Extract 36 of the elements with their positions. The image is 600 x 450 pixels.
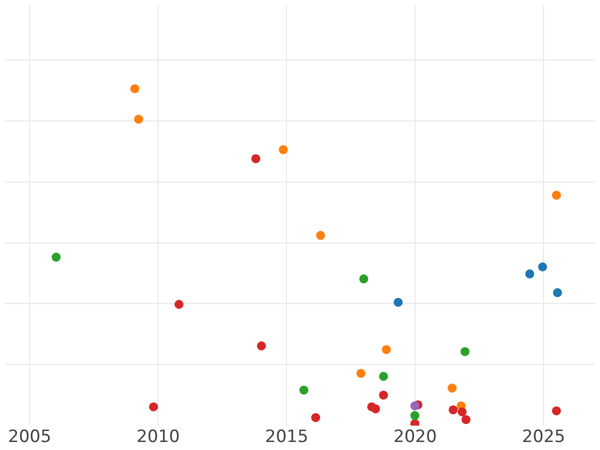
point: [410, 411, 420, 420]
point: [134, 114, 144, 124]
point: [379, 372, 388, 381]
point: [448, 405, 458, 414]
point: [278, 145, 288, 154]
point: [311, 413, 320, 422]
point: [382, 345, 391, 354]
x-tick-label: 2020: [393, 427, 437, 448]
point: [552, 288, 562, 298]
point: [410, 401, 420, 410]
point: [359, 274, 368, 284]
point: [149, 402, 158, 412]
point: [130, 84, 140, 94]
x-tick-label: 2010: [136, 427, 180, 448]
point: [251, 154, 260, 164]
point: [52, 252, 61, 262]
point: [538, 262, 548, 272]
point: [410, 419, 420, 426]
point: [394, 298, 403, 307]
point: [174, 300, 184, 309]
point: [525, 269, 534, 278]
point: [356, 368, 366, 378]
point: [552, 406, 561, 416]
point: [299, 386, 308, 395]
point: [316, 230, 326, 240]
x-tick-label: 2005: [8, 427, 52, 448]
point: [448, 384, 457, 393]
point: [552, 190, 561, 200]
point: [256, 341, 266, 350]
point: [458, 407, 467, 416]
x-tick-label: 2015: [265, 427, 308, 448]
point: [460, 347, 470, 356]
point: [371, 404, 380, 414]
point: [462, 415, 470, 424]
point: [379, 390, 388, 400]
x-tick-label: 2025: [522, 427, 566, 448]
